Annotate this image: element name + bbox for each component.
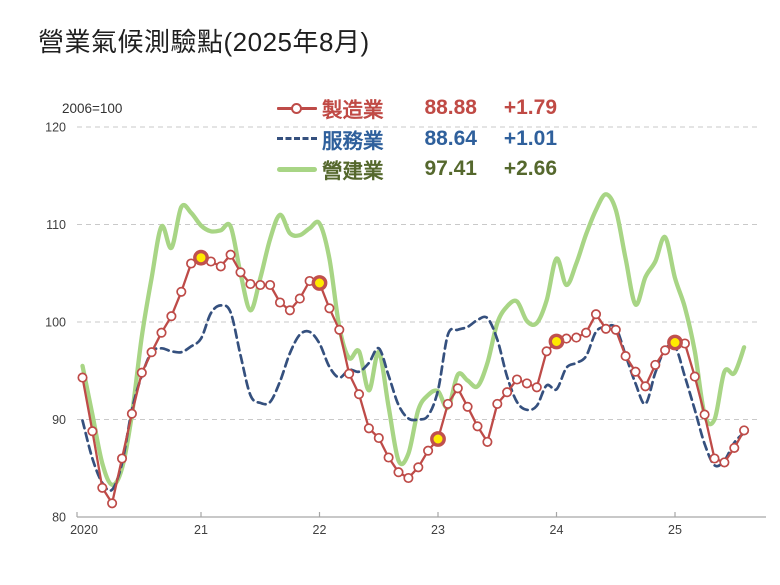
svg-text:2020: 2020	[70, 523, 98, 537]
services-line-swatch-icon	[277, 132, 319, 146]
blue-dashed-line-icon	[277, 136, 317, 140]
manufacturing-line-swatch-icon	[277, 101, 319, 115]
svg-text:110: 110	[46, 218, 66, 232]
legend-value-services: 88.64	[424, 126, 477, 150]
svg-text:24: 24	[550, 523, 564, 537]
legend-label-services: 服務業	[322, 129, 384, 153]
legend: 製造業 88.88 +1.79 服務業 88.64 +1.01 營建業 97.4…	[277, 93, 557, 185]
legend-label-construction: 營建業	[322, 160, 384, 184]
svg-text:100: 100	[45, 316, 66, 330]
open-circle-marker-icon	[291, 103, 302, 115]
index-base-note: 2006=100	[62, 101, 123, 116]
green-line-icon	[277, 166, 317, 172]
legend-row-services: 服務業 88.64 +1.01	[277, 124, 557, 155]
legend-row-manufacturing: 製造業 88.88 +1.79	[277, 93, 557, 124]
svg-text:23: 23	[431, 523, 445, 537]
legend-change-construction: +2.66	[503, 157, 557, 181]
legend-value-manufacturing: 88.88	[424, 96, 477, 120]
construction-line-swatch-icon	[277, 162, 319, 176]
svg-text:21: 21	[194, 523, 208, 537]
svg-text:90: 90	[52, 413, 66, 427]
legend-label-manufacturing: 製造業	[322, 99, 384, 123]
svg-text:120: 120	[45, 121, 66, 135]
svg-text:80: 80	[52, 511, 66, 525]
svg-text:22: 22	[313, 523, 327, 537]
legend-value-construction: 97.41	[424, 157, 477, 181]
svg-text:25: 25	[668, 523, 682, 537]
legend-change-manufacturing: +1.79	[503, 96, 557, 120]
legend-change-services: +1.01	[503, 126, 557, 150]
legend-row-construction: 營建業 97.41 +2.66	[277, 154, 557, 185]
page-title: 營業氣候測驗點(2025年8月)	[38, 27, 370, 57]
